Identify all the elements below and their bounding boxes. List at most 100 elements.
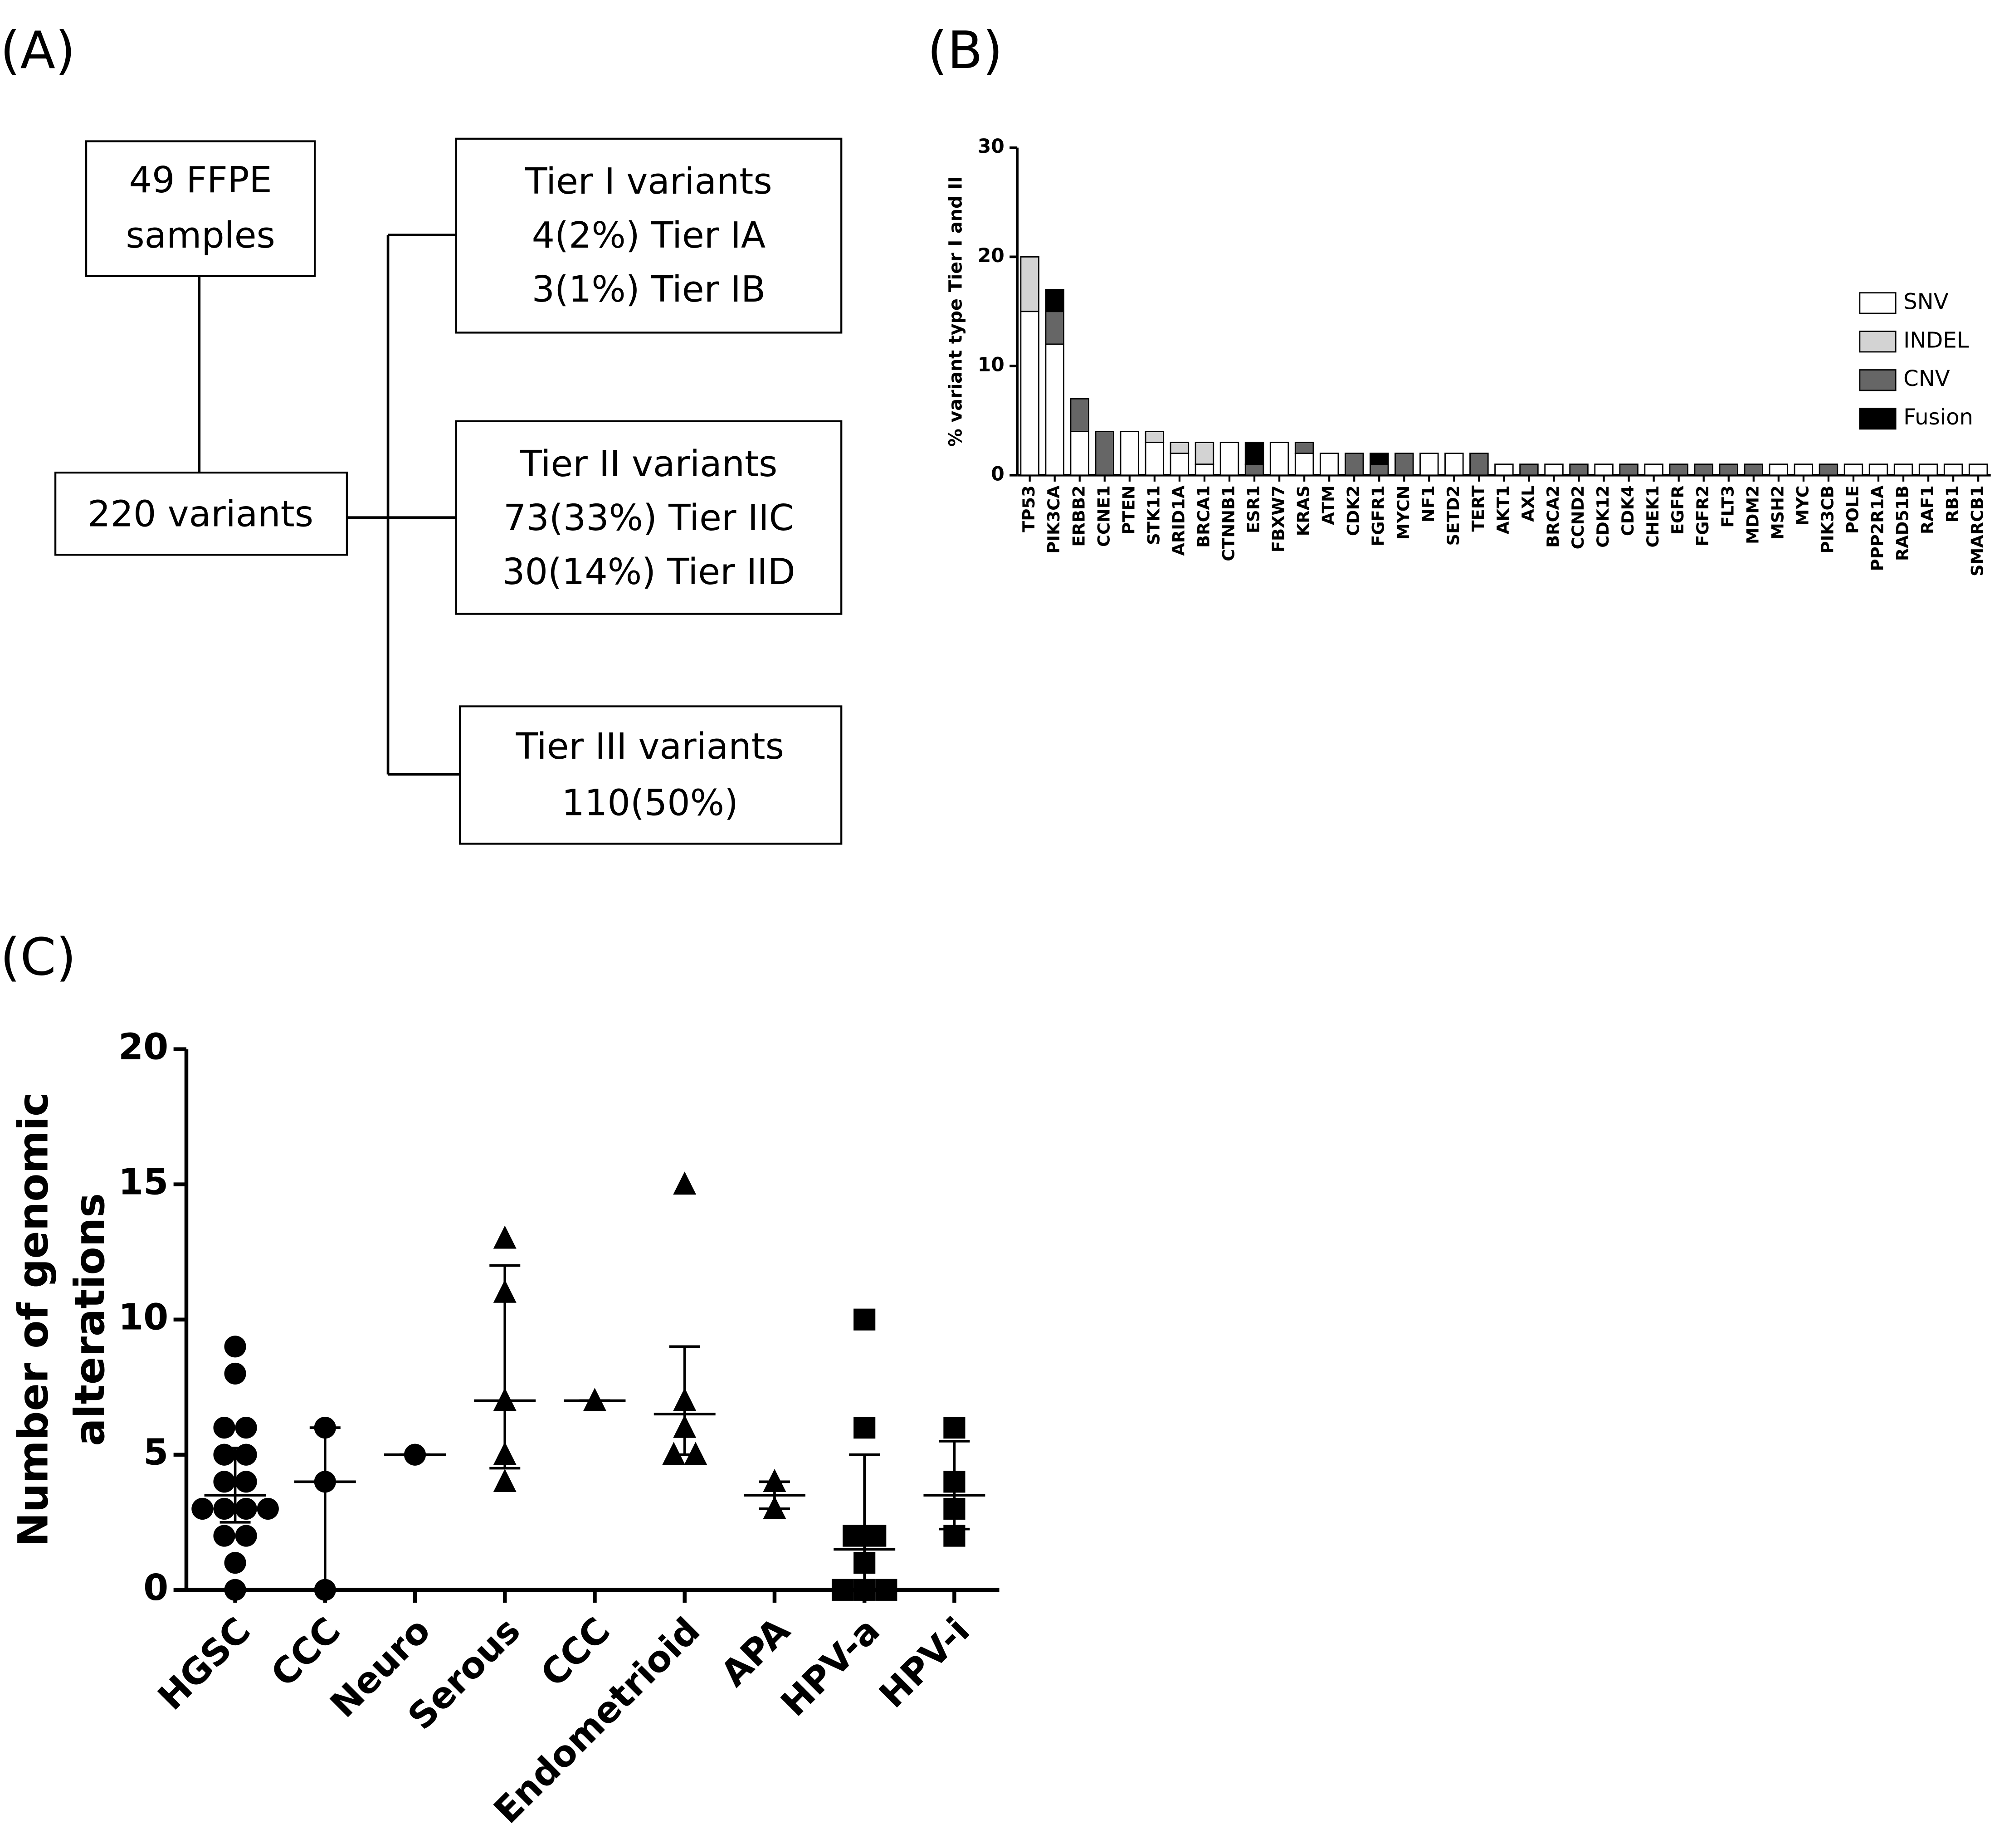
x-tick-label: BRCA1 [1194, 485, 1213, 547]
x-tick-label: AKT1 [1493, 485, 1513, 534]
x-tick-label: RB1 [1943, 485, 1962, 522]
point [224, 1552, 246, 1574]
x-tick-label: HGSC [150, 1609, 258, 1718]
bar-segment [1045, 311, 1064, 345]
point [213, 1443, 235, 1466]
y-axis-label: % variant type Tier I and II [946, 176, 966, 447]
x-tick-label: SMARCB1 [1968, 485, 1987, 576]
panel-label: (A) [0, 20, 75, 80]
node-text: 220 variants [88, 492, 313, 535]
bar-segment [1219, 442, 1239, 476]
node-box [85, 140, 316, 277]
x-tick-label: FBXW7 [1269, 485, 1288, 552]
bar-segment [1769, 463, 1789, 476]
bar-segment [1244, 463, 1264, 476]
point [235, 1417, 257, 1439]
bar-segment [1045, 343, 1064, 476]
diagram [54, 137, 843, 845]
bar-segment [1020, 311, 1039, 476]
bar-segment [1145, 442, 1165, 476]
x-tick-label: CDK4 [1618, 485, 1638, 536]
x-tick-label: AXL [1518, 485, 1538, 522]
x-tick-label: CHEK1 [1643, 485, 1663, 547]
point [213, 1497, 235, 1520]
node-text: Tier II variants [519, 443, 777, 485]
point [224, 1336, 246, 1358]
node-text: Tier I variants [525, 160, 772, 202]
bar-segment [1694, 463, 1713, 476]
x-tick-label: CDK12 [1593, 485, 1613, 547]
y-tick-label: 30 [978, 136, 1005, 158]
legend-swatch [1859, 369, 1897, 391]
x-tick-label: MYCN [1394, 485, 1413, 540]
x-tick-label: ERBB2 [1069, 485, 1088, 546]
y-tick-label: 10 [978, 354, 1005, 376]
point [853, 1308, 876, 1331]
x-tick-label: TERT [1468, 485, 1488, 531]
point [213, 1417, 235, 1439]
y-tick-label: 0 [143, 1566, 168, 1609]
point [235, 1443, 257, 1466]
legend-swatch [1859, 331, 1897, 353]
y-tick-label: 10 [118, 1296, 168, 1338]
y-tick-label: 20 [978, 245, 1005, 267]
x-tick-label: STK11 [1144, 485, 1163, 545]
bar-segment [1469, 453, 1489, 476]
bar-segment [1369, 453, 1389, 465]
bar-segment [1195, 463, 1214, 476]
node-text: Tier III variants [516, 725, 784, 767]
x-tick-label: ATM [1319, 485, 1338, 525]
bar-segment [1669, 463, 1688, 476]
bar-segment [1544, 463, 1564, 476]
x-tick-label: PTEN [1119, 485, 1138, 534]
bar-segment [1244, 442, 1264, 465]
bar-segment [1145, 431, 1165, 443]
point [853, 1417, 876, 1439]
y-tick-label: 5 [143, 1431, 168, 1473]
point [843, 1525, 865, 1547]
legend-swatch [1859, 292, 1897, 314]
bar-segment [1419, 453, 1439, 476]
bar-segment [1644, 463, 1663, 476]
node-text: 3(1%) Tier IB [532, 268, 766, 310]
x-tick-label: ARID1A [1169, 485, 1188, 556]
bar-segment [1794, 463, 1814, 476]
node-text: 73(33%) Tier IIC [503, 497, 794, 539]
bar-segment [1619, 463, 1639, 476]
point [191, 1497, 214, 1520]
bar-segment [1843, 463, 1863, 476]
bar-segment [1868, 463, 1888, 476]
bar-segment [1020, 256, 1039, 312]
bar-segment [1444, 453, 1464, 476]
point [213, 1525, 235, 1547]
bar-segment [1294, 453, 1314, 476]
y-tick-label: 20 [118, 1026, 168, 1068]
bar-segment [1519, 463, 1539, 476]
x-tick-label: FGFR1 [1369, 485, 1388, 546]
x-tick-label: BRCA2 [1543, 485, 1563, 547]
x-tick-label: HPV-a [773, 1609, 888, 1724]
panel-label: (B) [927, 20, 1003, 80]
bar-segment [1918, 463, 1938, 476]
node-text: samples [126, 214, 275, 256]
bar-segment [1319, 453, 1339, 476]
point [235, 1471, 257, 1493]
bar-segment [1294, 442, 1314, 454]
node-box [455, 420, 843, 615]
bar-segment [1395, 453, 1414, 476]
x-tick-label: SETD2 [1443, 485, 1463, 546]
node-text: 30(14%) Tier IID [502, 551, 795, 593]
panel-label: (C) [0, 927, 76, 987]
node-box [54, 471, 348, 556]
bar-segment [1269, 442, 1289, 476]
bar-segment [1369, 463, 1389, 476]
point [864, 1525, 887, 1547]
bar-segment [1170, 442, 1190, 454]
x-tick-label: CCNE1 [1094, 485, 1113, 547]
bar-segment [1943, 463, 1963, 476]
x-tick-label: CDK2 [1344, 485, 1363, 536]
point [224, 1362, 246, 1385]
bar-segment [1070, 431, 1089, 476]
x-tick-label: NF1 [1419, 485, 1438, 522]
